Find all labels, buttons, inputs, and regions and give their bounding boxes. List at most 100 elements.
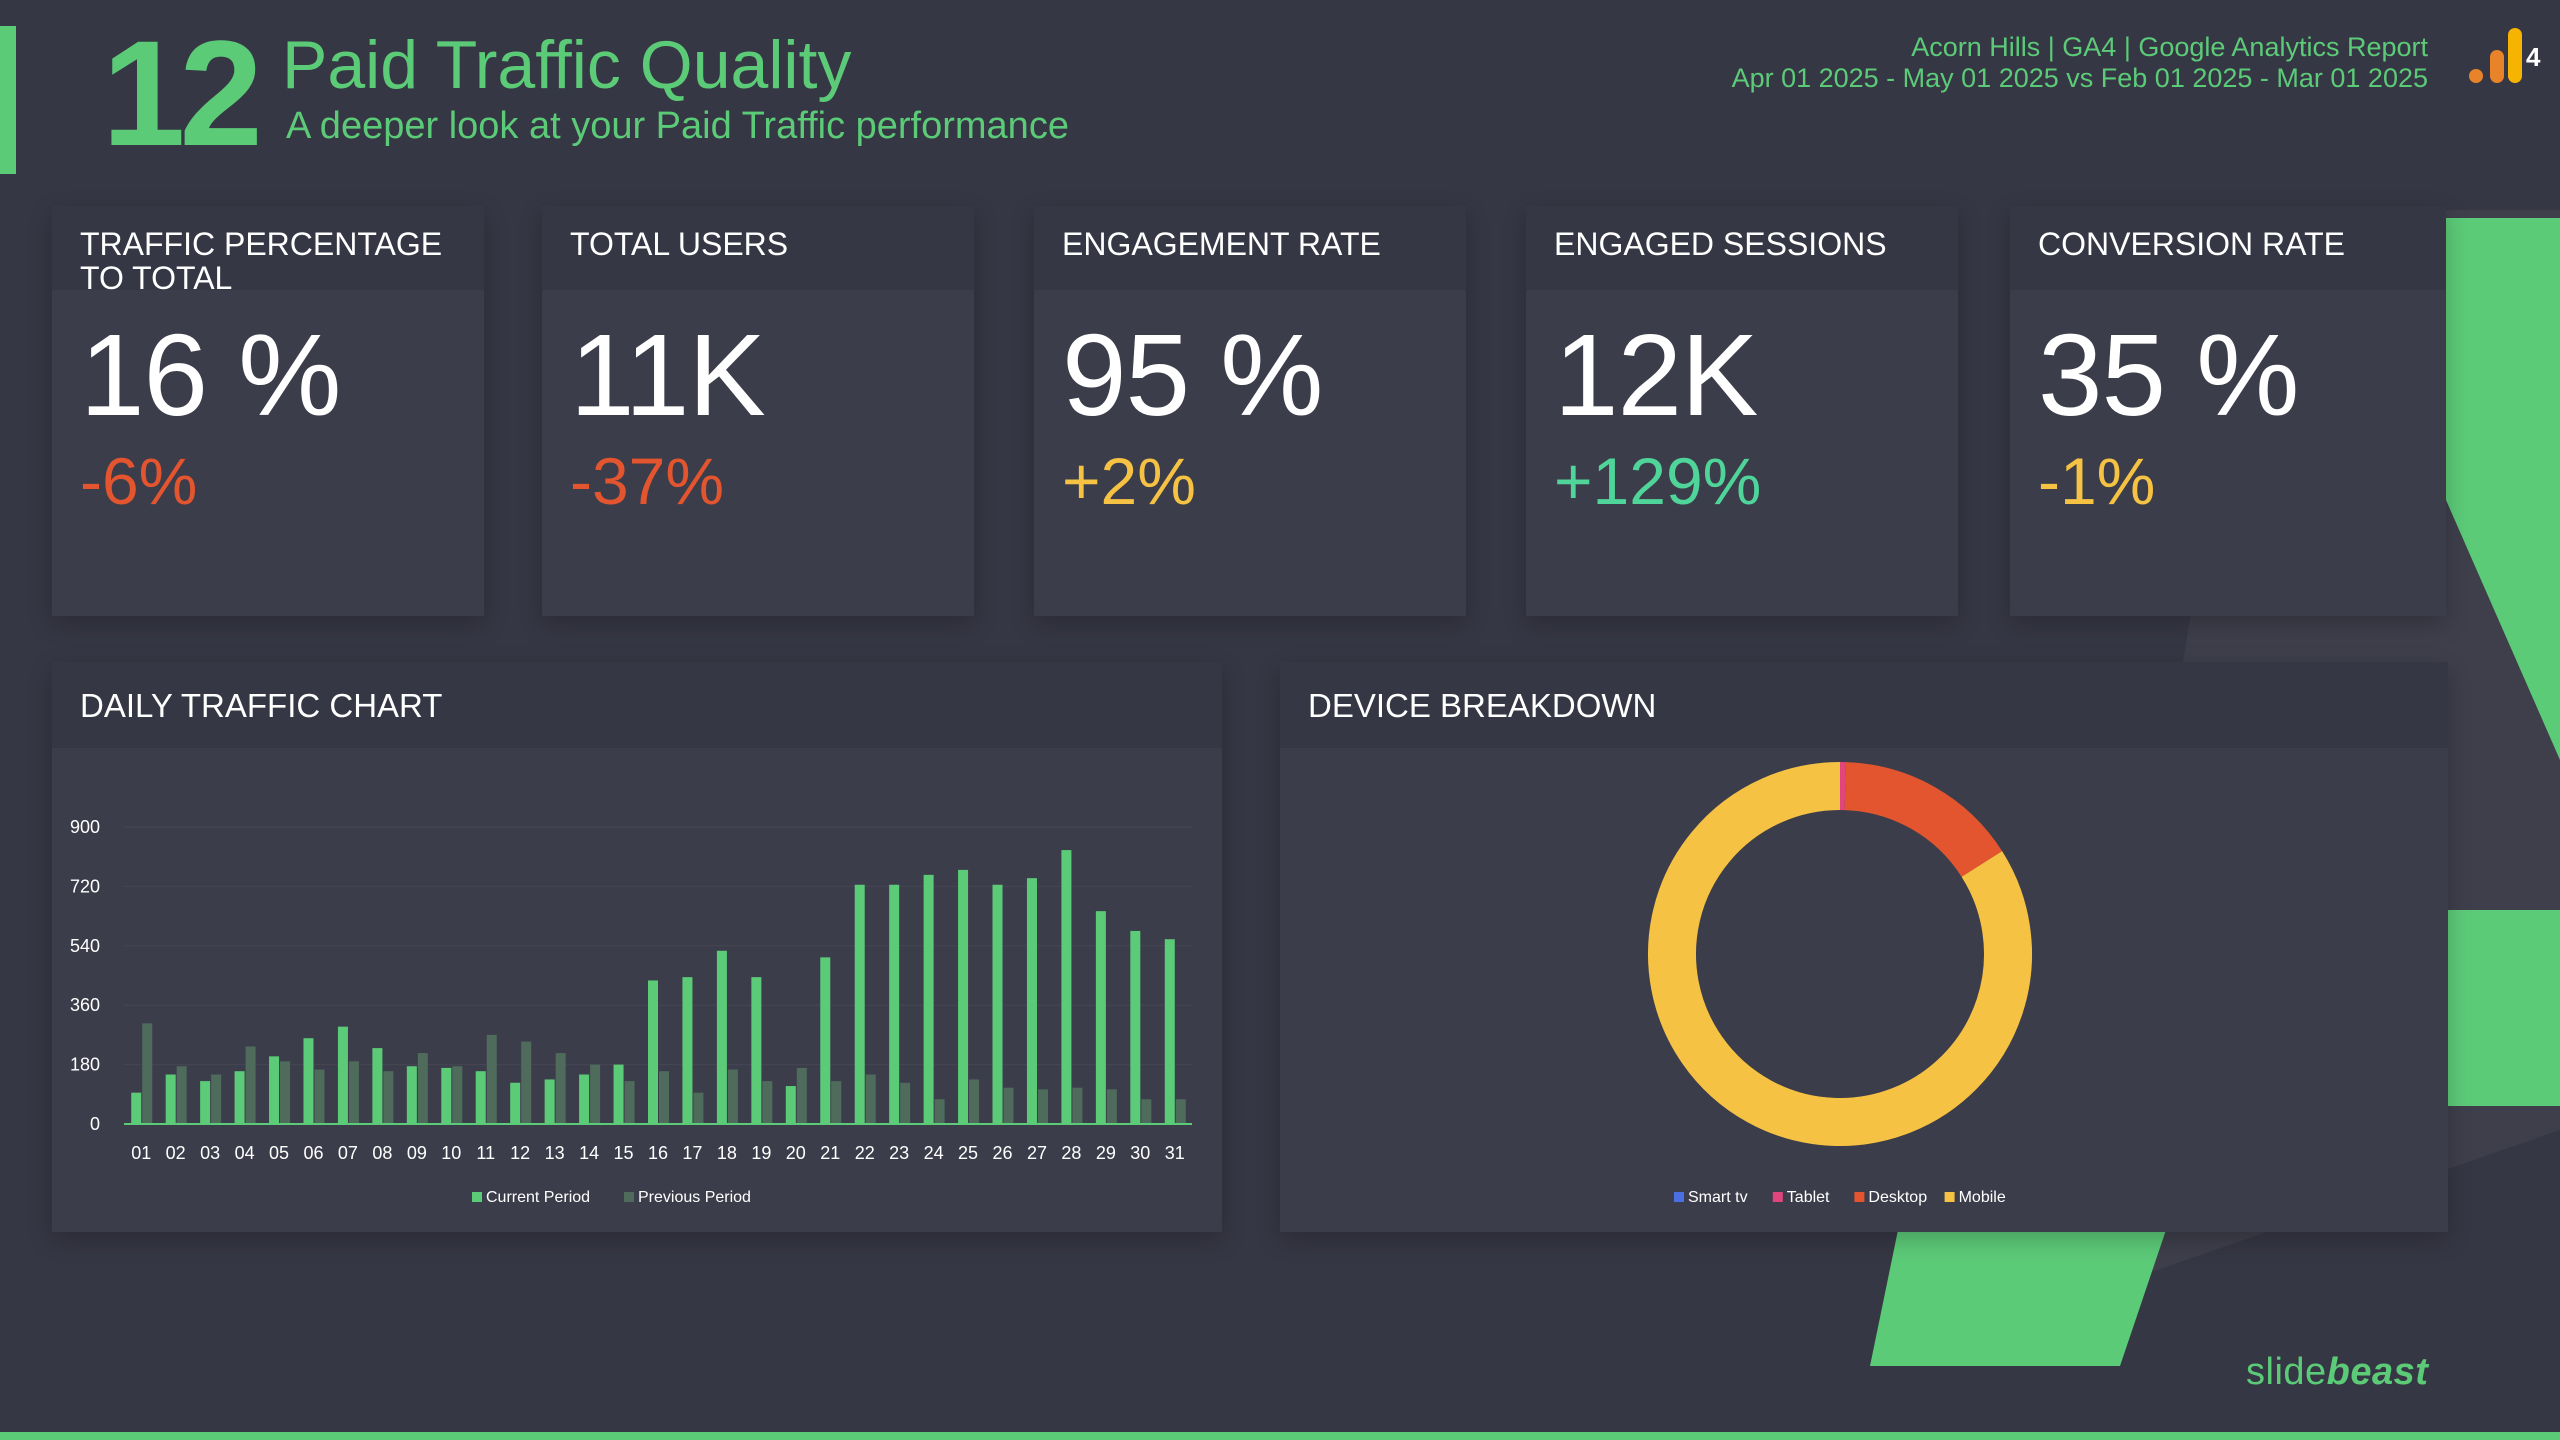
metric-label: TOTAL USERS (570, 226, 789, 262)
donut-slice-mobile (1648, 762, 2032, 1146)
x-tick-label: 01 (131, 1143, 151, 1163)
daily-traffic-chart: 0 180 360 540 720 900 01 02 03 04 05 06 07 08 09 10 11 12… (70, 817, 1192, 1206)
bar-current-period (131, 1092, 142, 1124)
bottom-accent-line (0, 1432, 2560, 1440)
slide-number: 12 (102, 9, 263, 177)
bar-previous-period (452, 1066, 463, 1124)
bar-current-period (785, 1086, 796, 1124)
panel-title: DEVICE BREAKDOWN (1308, 687, 1657, 724)
card-header (1526, 206, 1958, 290)
x-tick-label: 23 (889, 1143, 909, 1163)
bar-current-period (165, 1074, 176, 1124)
metric-label: CONVERSION RATE (2038, 226, 2345, 262)
metric-value: 16 % (80, 310, 341, 440)
page-subtitle: A deeper look at your Paid Traffic perfo… (286, 105, 1069, 147)
bar-previous-period (590, 1064, 601, 1124)
y-tick-label: 720 (70, 876, 100, 896)
bar-previous-period (796, 1067, 807, 1124)
x-tick-label: 03 (200, 1143, 220, 1163)
legend-swatch (624, 1192, 634, 1202)
bar-previous-period (176, 1066, 187, 1124)
bar-current-period (475, 1071, 486, 1124)
metric-delta: -37% (570, 444, 725, 518)
card-header (1034, 206, 1466, 290)
legend-swatch (1674, 1192, 1684, 1202)
bar-current-period (751, 977, 762, 1124)
x-tick-label: 07 (338, 1143, 358, 1163)
legend-swatch (472, 1192, 482, 1202)
bar-previous-period (521, 1041, 532, 1124)
y-tick-label: 540 (70, 936, 100, 956)
bar-previous-period (348, 1061, 359, 1124)
metric-card-engagement-rate: ENGAGEMENT RATE 95 % +2% (1034, 206, 1466, 616)
bar-current-period (682, 977, 693, 1124)
bar-current-period (716, 950, 727, 1124)
bar-current-period (544, 1079, 555, 1124)
bar-previous-period (1141, 1099, 1152, 1124)
metric-label: ENGAGED SESSIONS (1554, 226, 1887, 262)
bar-current-period (510, 1082, 521, 1124)
x-tick-label: 25 (958, 1143, 978, 1163)
bar-previous-period (727, 1069, 738, 1124)
bar-current-period (648, 980, 658, 1124)
page-title: Paid Traffic Quality (282, 27, 852, 103)
metric-card-traffic-percentage: TRAFFIC PERCENTAGE TO TOTAL 16 % -6% (52, 206, 484, 616)
google-analytics-icon (2469, 28, 2522, 83)
device-breakdown-chart: Smart tv Tablet Desktop Mobile (1648, 762, 2032, 1206)
metric-value: 11K (570, 310, 766, 440)
x-tick-label: 08 (372, 1143, 392, 1163)
bar-previous-period (211, 1074, 222, 1124)
x-tick-label: 15 (614, 1143, 634, 1163)
bar-previous-period (555, 1053, 566, 1124)
bar-current-period (372, 1048, 383, 1124)
metric-delta: +2% (1062, 444, 1196, 518)
bar-previous-period (900, 1082, 911, 1124)
x-tick-label: 09 (407, 1143, 427, 1163)
bar-previous-period (417, 1053, 428, 1124)
bar-previous-period (1003, 1087, 1014, 1124)
legend-label: Previous Period (638, 1189, 751, 1206)
bar-previous-period (314, 1069, 325, 1124)
bar-previous-period (1106, 1089, 1117, 1124)
bar-current-period (1130, 930, 1141, 1124)
bar-current-period (234, 1071, 245, 1124)
x-tick-label: 16 (648, 1143, 668, 1163)
bar-previous-period (142, 1023, 153, 1124)
bar-previous-period (1175, 1099, 1186, 1124)
left-accent-bar (0, 26, 16, 174)
daily-traffic-panel: DAILY TRAFFIC CHART 0 180 360 540 720 900 01 02… (52, 662, 1222, 1232)
legend-swatch (1944, 1192, 1955, 1202)
card-header (2010, 206, 2446, 290)
bar-previous-period (762, 1081, 773, 1124)
legend-swatch (1772, 1192, 1783, 1202)
card-header (52, 206, 484, 290)
metric-label: TRAFFIC PERCENTAGE TO TOTAL (80, 226, 443, 296)
bar-previous-period (245, 1046, 256, 1124)
metric-delta: -6% (80, 444, 198, 518)
panel-header (52, 662, 1222, 748)
report-name: Acorn Hills | GA4 | Google Analytics Rep… (1911, 32, 2428, 62)
legend-label: Mobile (1959, 1189, 2006, 1206)
x-tick-label: 05 (269, 1143, 289, 1163)
x-tick-label: 14 (579, 1143, 599, 1163)
bar-current-period (958, 869, 969, 1124)
bar-previous-period (624, 1081, 635, 1124)
metric-value: 95 % (1062, 310, 1323, 440)
bar-current-period (1164, 939, 1175, 1124)
bar-current-period (820, 957, 831, 1124)
card-header (542, 206, 974, 290)
bar-current-period (406, 1066, 417, 1124)
bar-previous-period (486, 1034, 497, 1124)
bar-current-period (579, 1074, 590, 1124)
bar-current-period (1026, 878, 1037, 1124)
metric-card-conversion-rate: CONVERSION RATE 35 % -1% (2010, 206, 2446, 616)
x-tick-label: 20 (786, 1143, 806, 1163)
bar-current-period (337, 1026, 348, 1124)
bar-previous-period (659, 1071, 669, 1124)
x-tick-label: 22 (855, 1143, 875, 1163)
x-tick-label: 06 (303, 1143, 323, 1163)
bar-current-period (889, 884, 900, 1124)
report-meta: Acorn Hills | GA4 | Google Analytics Rep… (1732, 32, 2428, 94)
bar-previous-period (693, 1092, 704, 1124)
page-badge: 4 (2526, 42, 2541, 72)
